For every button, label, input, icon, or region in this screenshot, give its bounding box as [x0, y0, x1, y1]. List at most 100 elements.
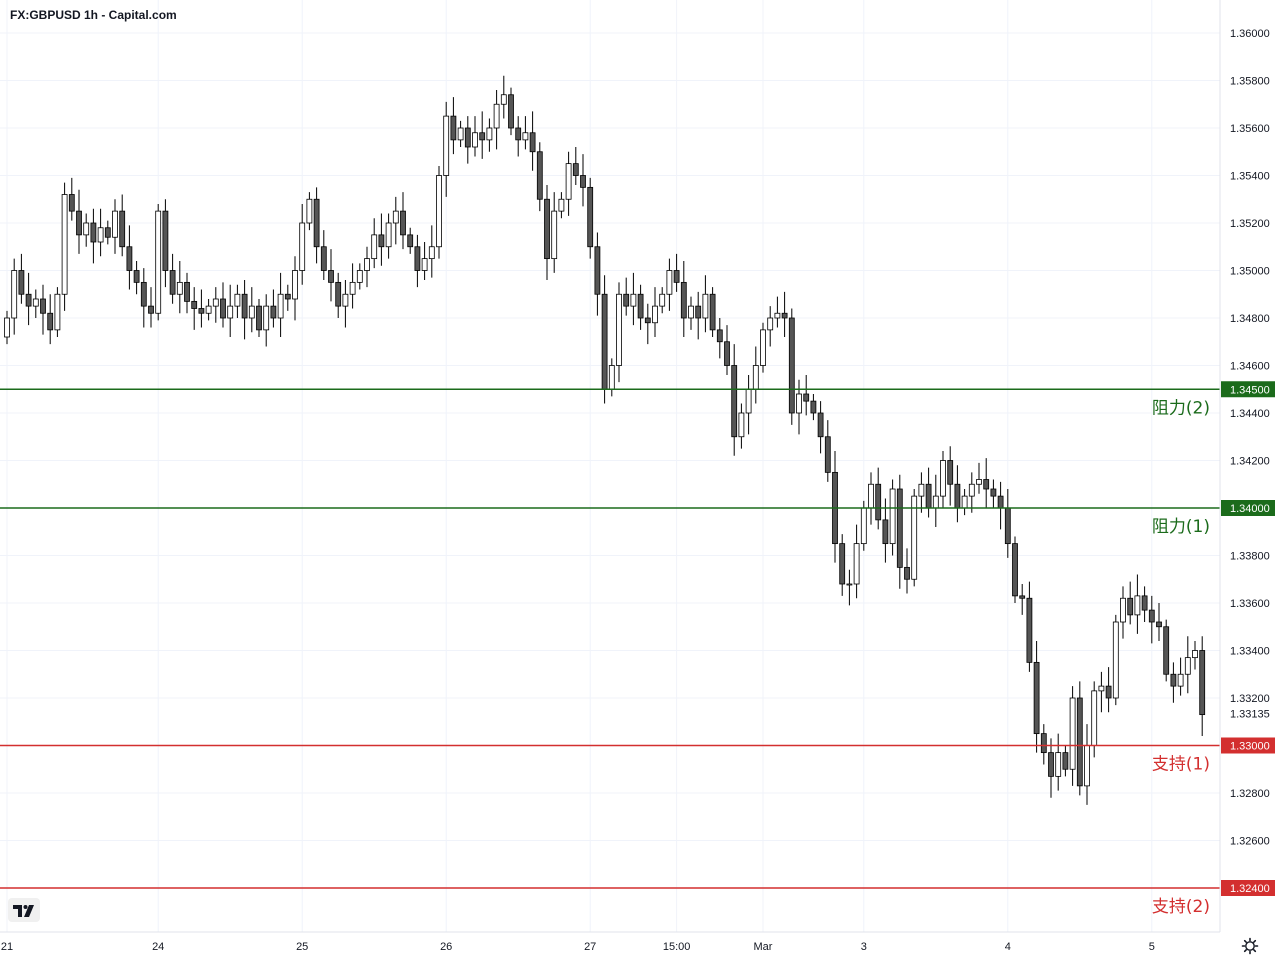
candle: [544, 185, 550, 280]
y-tick-label: 1.33200: [1230, 693, 1270, 705]
candle-body: [248, 305, 255, 319]
candle-body: [40, 298, 46, 314]
candle-body: [990, 488, 997, 497]
tradingview-logo[interactable]: [8, 898, 40, 922]
candle: [1192, 641, 1198, 670]
candle: [191, 287, 198, 330]
candle-body: [1084, 745, 1090, 787]
candle: [925, 467, 932, 518]
candle: [371, 218, 378, 269]
candle: [724, 325, 730, 375]
candle-body: [407, 234, 414, 248]
candle: [983, 458, 990, 508]
y-tick-label: 1.34800: [1230, 313, 1270, 325]
candle: [904, 548, 910, 594]
price-tags: 1.34500 阻力(2) 1.34000 阻力(1) 1.33000 支持(1) 1.32…: [1152, 381, 1275, 917]
candle: [947, 446, 954, 506]
level-price-tag: [1221, 381, 1275, 398]
candle-body: [54, 293, 61, 331]
x-axis: 21 24 25 26 27 15:00 Mar 3 4 5: [1, 941, 1155, 953]
candle-body: [90, 222, 97, 243]
candle-body: [1177, 673, 1184, 687]
candle-body: [176, 281, 183, 295]
candle: [702, 275, 709, 333]
candle: [119, 194, 126, 257]
x-tick-label: 27: [584, 941, 596, 953]
candle-body: [702, 293, 709, 319]
candle: [234, 284, 241, 318]
candle: [1156, 603, 1162, 641]
y-tick-label: 1.35600: [1230, 123, 1270, 135]
candle: [90, 208, 97, 264]
candle: [292, 256, 298, 321]
candle-body: [781, 312, 788, 319]
level-name-label: 支持(1): [1152, 755, 1210, 775]
candle: [83, 213, 90, 247]
candle-body: [752, 365, 759, 390]
candle-body: [421, 258, 428, 271]
candle: [1112, 614, 1119, 706]
candle: [385, 213, 392, 259]
candle-body: [493, 103, 500, 129]
candle-body: [616, 293, 622, 366]
candle-body: [767, 317, 774, 331]
candle: [169, 253, 176, 304]
candle-body: [356, 270, 363, 283]
level-name-label: 阻力(1): [1152, 517, 1210, 537]
candle-body: [868, 483, 874, 509]
candle-body: [464, 127, 471, 148]
candle-body: [882, 519, 889, 545]
candle-body: [227, 305, 234, 319]
level-price-tag: [1221, 737, 1275, 754]
level-price-label: 1.32400: [1230, 883, 1270, 895]
candle-body: [392, 210, 399, 224]
candle: [155, 204, 162, 321]
candle: [572, 147, 579, 185]
candle-body: [1091, 690, 1098, 746]
candle-body: [140, 281, 147, 307]
candle: [536, 142, 543, 212]
candle: [839, 534, 846, 596]
candle: [1040, 724, 1047, 765]
candle-body: [414, 246, 421, 271]
candle-body: [796, 393, 802, 414]
candle: [976, 462, 982, 494]
level-price-label: 1.34000: [1230, 503, 1270, 515]
candle-body: [1062, 752, 1069, 770]
candle: [630, 272, 637, 326]
candle: [832, 451, 838, 563]
candle-body: [61, 194, 68, 295]
candle: [40, 284, 46, 335]
candle: [464, 116, 471, 164]
candle-body: [745, 388, 752, 414]
candle-body: [1012, 543, 1018, 597]
candle: [104, 220, 111, 245]
candle-body: [918, 483, 925, 497]
chart-title: FX:GBPUSD 1h - Capital.com: [10, 8, 177, 22]
candle-body: [47, 312, 54, 331]
candle: [918, 472, 925, 513]
candle: [1076, 681, 1083, 796]
candle: [11, 258, 18, 335]
candle-body: [18, 270, 25, 295]
candle: [731, 344, 738, 456]
candle-body: [1048, 752, 1054, 777]
candle-body: [1184, 657, 1191, 675]
x-tick-label: 4: [1005, 941, 1011, 953]
y-tick-label: 1.32600: [1230, 836, 1270, 848]
candle: [508, 87, 514, 136]
candle: [882, 498, 889, 563]
candle-body: [270, 305, 277, 319]
candle: [774, 296, 781, 328]
candle-body: [349, 281, 356, 295]
candle-body: [68, 194, 75, 212]
candle: [277, 272, 284, 337]
candle-body: [608, 365, 615, 390]
settings-gear-icon[interactable]: [1240, 936, 1260, 956]
x-tick-label: 15:00: [663, 941, 691, 953]
candle: [457, 120, 464, 147]
candle-body: [450, 115, 457, 141]
candle: [788, 308, 795, 425]
candle: [760, 322, 766, 373]
